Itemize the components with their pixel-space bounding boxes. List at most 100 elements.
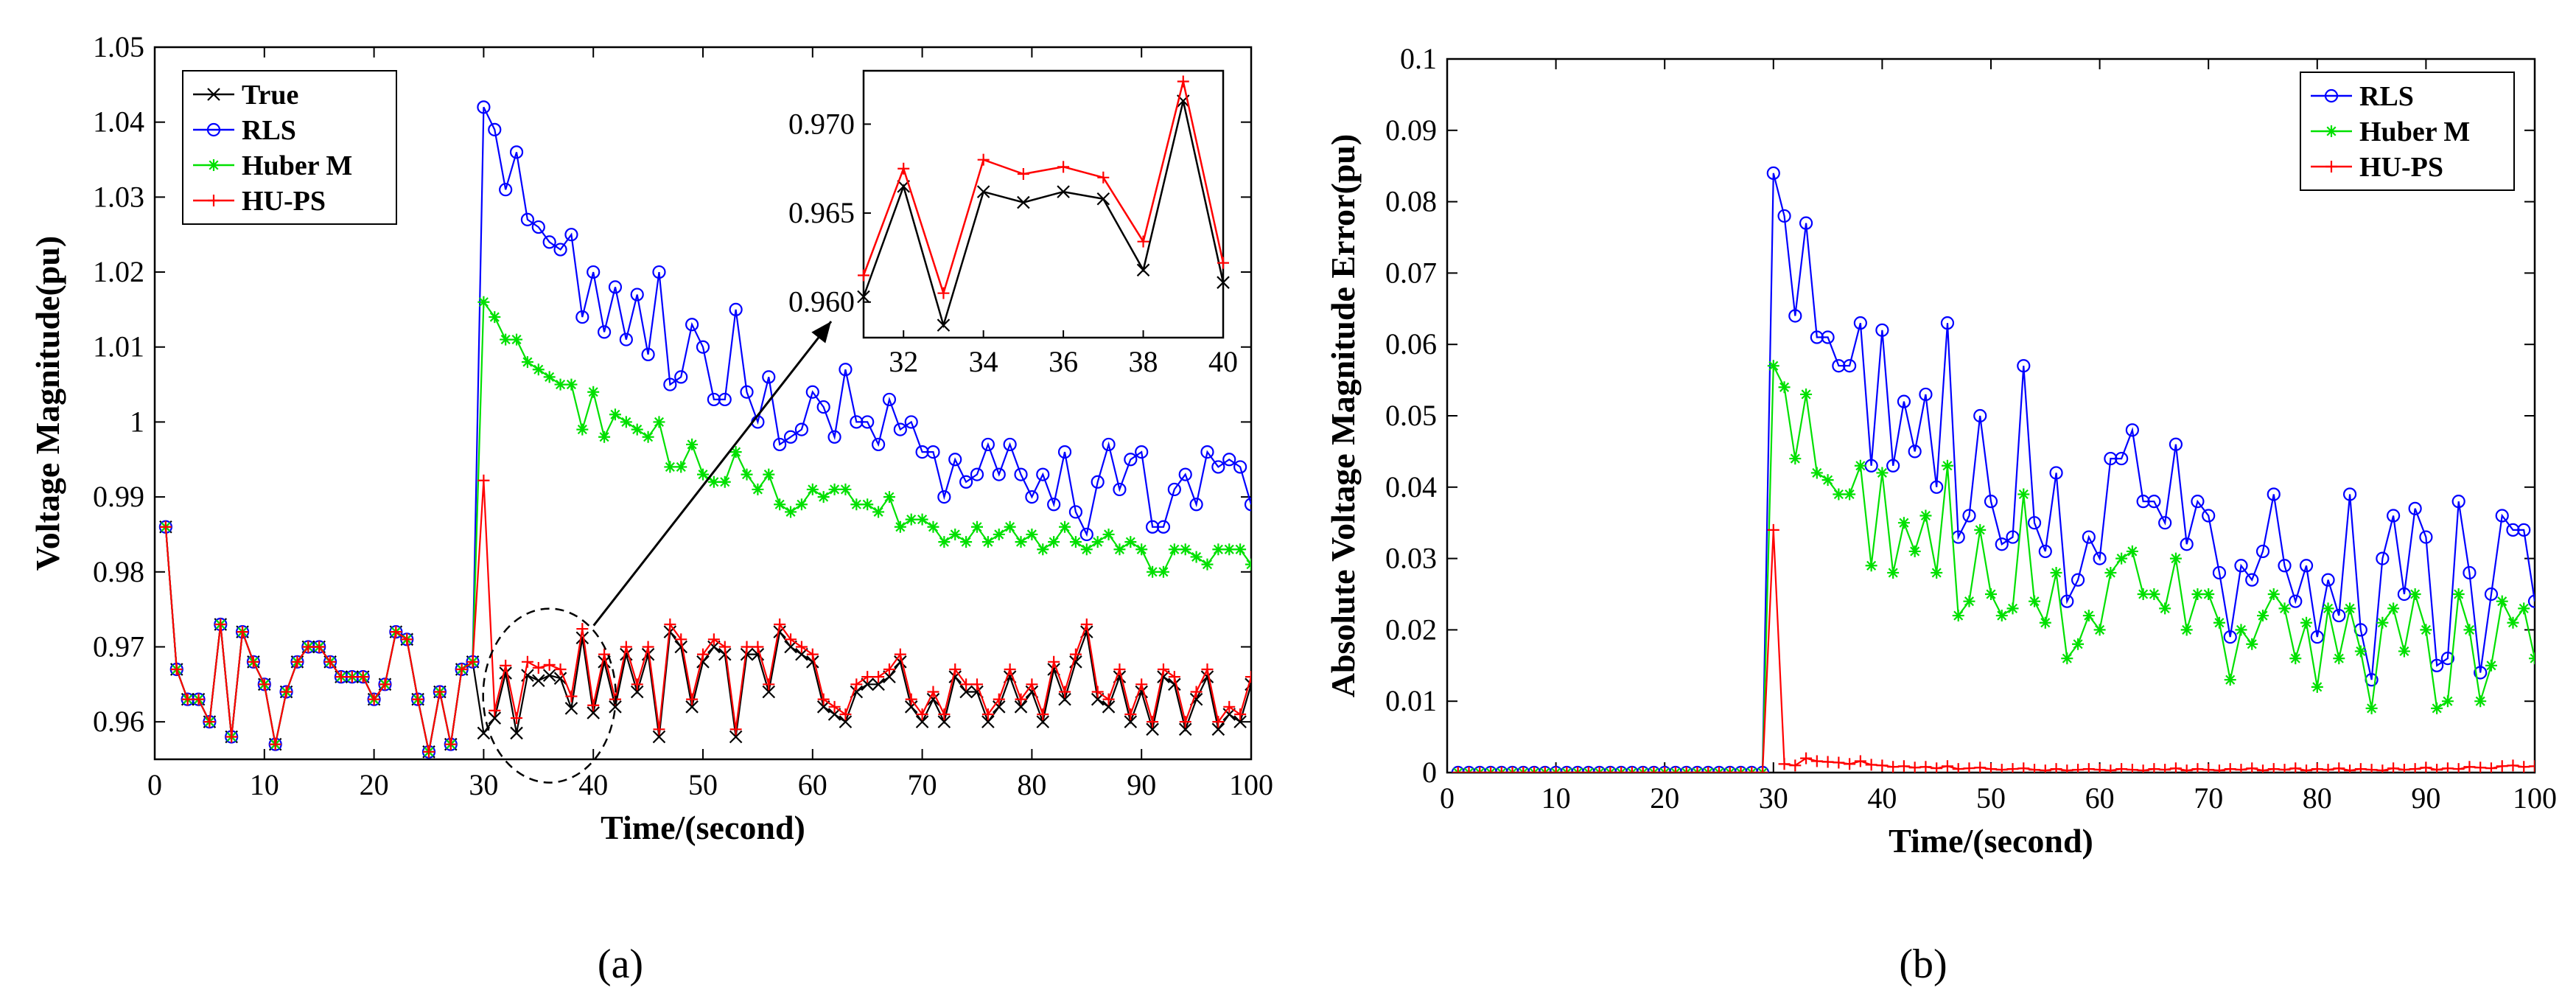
panel-a-series-huber-m-point: [960, 536, 973, 548]
panel-b-series-huber-m-point: [1810, 467, 1823, 479]
panel-a-series-rls-point: [685, 318, 699, 332]
panel-b-series-huber-m-point: [2322, 602, 2334, 615]
panel-a-series-hu-ps-point: [455, 663, 468, 675]
panel-b-series-hu-ps-point: [2224, 763, 2236, 773]
panel-b-series-huber-m-point: [2093, 624, 2106, 636]
panel-a-series-huber-m-point: [861, 498, 874, 511]
panel-a-series-true-point: [904, 700, 918, 714]
panel-a-series-rls-point: [850, 415, 864, 429]
panel-a-series-hu-ps-point: [379, 678, 391, 691]
panel-b-series-hu-ps-point: [1800, 752, 1813, 764]
panel-a-series-hu-ps-point: [642, 641, 654, 653]
panel-b-series-huber-m-point: [2039, 616, 2051, 629]
panel-a-inset-series-true-point: [937, 318, 951, 332]
panel-b-series-rls-point: [2234, 559, 2248, 573]
panel-b-xtick-label: 70: [2194, 781, 2223, 815]
panel-a-series-rls-point: [970, 467, 984, 481]
panel-b-series-huber-m-point: [2365, 702, 2378, 714]
panel-a-inset-ytick-label: 0.965: [788, 196, 855, 229]
chart-panel-b: 0 10 20 30 40 50 60 70 80 90 100 0 0.01 0.02 0.03 0.04 0…: [1324, 42, 2557, 987]
panel-b-series-huber-m-point: [1941, 459, 1953, 472]
panel-a-series-true-point: [839, 715, 853, 728]
panel-a-series-huber-m-point: [774, 498, 786, 511]
panel-a-series-rls-point: [861, 415, 875, 429]
panel-a-legend-label-rls: RLS: [242, 115, 296, 146]
panel-a-series-hu-ps-point: [423, 745, 435, 758]
panel-a-series-hu-ps-point: [861, 671, 874, 683]
panel-a-series-hu-ps-point: [269, 738, 281, 750]
panel-a-series-rls-point: [805, 385, 819, 399]
panel-b-ytick-label: 0.1: [1400, 42, 1437, 75]
panel-a-series-rls-point: [783, 430, 798, 444]
panel-b-series-huber-m-point: [2148, 588, 2160, 600]
panel-b-series-huber-m-point: [2518, 602, 2530, 615]
panel-a-series-rls-point: [816, 400, 830, 414]
panel-a-series-hu-ps-point: [170, 663, 183, 675]
panel-b-series-hu-ps-point: [2191, 763, 2204, 773]
panel-b-series-hu-ps-point: [1680, 767, 1693, 773]
panel-a-series-huber-m-point: [1102, 528, 1115, 540]
panel-b-series-hu-ps-point: [1941, 760, 1953, 773]
panel-b-series-huber-m-point: [2420, 624, 2432, 636]
panel-b-ytick-label: 0.07: [1385, 256, 1437, 289]
panel-b-series-huber-m-point: [1897, 517, 1910, 529]
panel-b-series-hu-ps-point: [2159, 764, 2171, 773]
panel-a-series-huber-m-point: [631, 423, 643, 436]
panel-a-series-rls-point: [542, 235, 556, 249]
panel-b-series-rls-point: [2387, 509, 2401, 523]
panel-a-series-rls-point: [663, 377, 677, 391]
panel-a-series-rls-point: [1079, 527, 1093, 542]
panel-a-series-true-point: [685, 700, 699, 714]
panel-b-series-huber-m-point: [2387, 602, 2400, 615]
panel-a-series-hu-ps-point: [1113, 663, 1126, 675]
panel-b-series-hu-ps-point: [2387, 762, 2400, 773]
panel-a-xtick-label: 60: [798, 768, 827, 801]
panel-b-series-hu-ps-point: [2267, 763, 2280, 773]
panel-b-series-hu-ps-point: [2333, 762, 2345, 773]
panel-a-series-rls-point: [619, 332, 633, 346]
panel-b-legend-marker-huber-m: [2325, 125, 2337, 137]
panel-b-series-hu-ps-point: [2496, 760, 2508, 773]
panel-b-series-hu-ps-point: [2344, 764, 2356, 773]
panel-b-series-hu-ps-point: [2409, 763, 2421, 773]
panel-b-series-huber-m-point: [2289, 652, 2302, 665]
panel-b-series-huber-m-point: [2159, 602, 2171, 615]
panel-b-series-huber-m-point: [2409, 588, 2421, 600]
panel-a-series-hu-ps-point: [313, 641, 326, 653]
panel-a-series-huber-m-point: [872, 506, 885, 518]
panel-b-series-rls-point: [1788, 309, 1802, 323]
panel-b-series-hu-ps-point: [1593, 767, 1606, 773]
panel-b-series-hu-ps-point: [2246, 762, 2258, 773]
panel-a-series-rls-point: [1222, 453, 1236, 467]
panel-a-series-hu-ps-point: [664, 618, 676, 630]
panel-b-series-rls-point: [1777, 209, 1791, 223]
panel-a-series-hu-ps-point: [598, 648, 611, 661]
panel-a-series-huber-m-point: [916, 513, 928, 526]
panel-b-xlabel: Time/(second): [1889, 822, 2093, 860]
panel-b-series-hu-ps-point: [1625, 767, 1638, 773]
panel-a-series-hu-ps-point: [631, 678, 643, 691]
panel-a-series-huber-m-point: [543, 371, 556, 383]
panel-b-series-huber-m-point: [2376, 616, 2389, 629]
panel-a-xlabel: Time/(second): [601, 809, 805, 846]
panel-a-series-hu-ps-point: [1245, 671, 1251, 683]
panel-b-series-hu-ps-point: [2072, 764, 2085, 773]
panel-a-series-huber-m-point: [1124, 536, 1137, 548]
panel-b-series-rls-point: [2027, 516, 2042, 530]
panel-b-series-hu-ps-point: [1974, 762, 1987, 773]
panel-b-series-huber-m-point: [2104, 566, 2117, 579]
panel-b-series-huber-m-point: [2441, 695, 2454, 708]
panel-b-series-huber-m-point: [1800, 388, 1813, 400]
panel-a-inset-series-hu-ps-point: [1057, 161, 1070, 173]
panel-a-series-true-point: [564, 702, 578, 715]
panel-a-series-hu-ps-point: [949, 663, 962, 675]
panel-a-series-huber-m-point: [1048, 536, 1060, 548]
panel-a-series-true-point: [630, 685, 644, 699]
panel-a-ytick-label: 1.01: [93, 330, 144, 363]
panel-a-series-hu-ps-point: [280, 686, 293, 698]
panel-b-series-huber-m-point: [1887, 566, 1900, 579]
panel-b-series-hu-ps-point: [1648, 767, 1660, 773]
panel-a-series-hu-ps-point: [883, 663, 895, 675]
panel-b-series-huber-m-point: [1963, 595, 1975, 607]
